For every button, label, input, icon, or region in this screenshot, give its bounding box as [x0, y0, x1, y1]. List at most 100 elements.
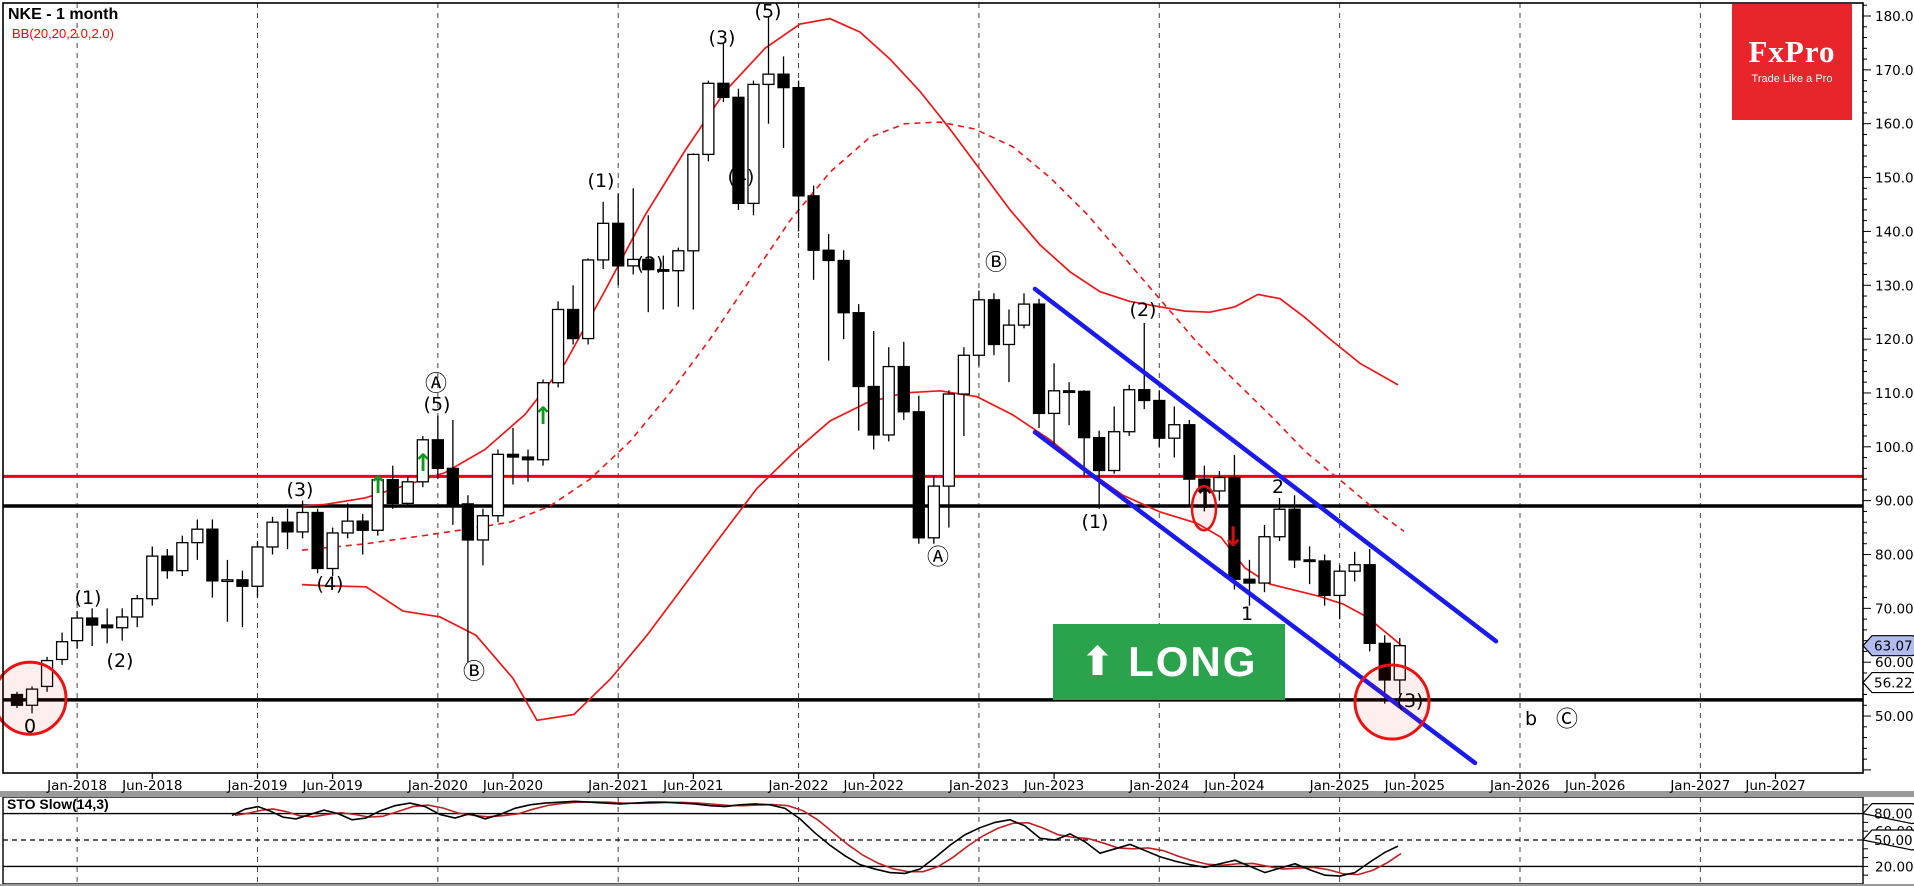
- candle: [687, 153, 700, 310]
- candle: [1153, 390, 1166, 447]
- candle: [1062, 382, 1076, 426]
- price-axis-label: 130.00: [1875, 278, 1914, 294]
- candle: [1258, 524, 1271, 593]
- sto-level-bubble: 80.00: [1861, 803, 1914, 825]
- wave-label: Ⓒ: [1556, 707, 1578, 732]
- candle: [1123, 384, 1136, 437]
- price-axis-label: 50.00: [1875, 709, 1914, 725]
- highlight-circle: [1353, 663, 1431, 741]
- highlight-circles[interactable]: [0, 660, 1431, 741]
- wave-label: (4): [728, 166, 755, 188]
- wave-label: 1: [1241, 603, 1253, 625]
- candle: [236, 570, 249, 628]
- svg-text:56.22: 56.22: [1874, 676, 1913, 692]
- candle: [1363, 549, 1376, 652]
- logo-title: FxPro: [1748, 34, 1836, 69]
- candle: [1183, 419, 1196, 507]
- time-axis-label: Jun-2027: [1744, 778, 1805, 794]
- candle: [912, 395, 925, 544]
- logo-tagline: Trade Like a Pro: [1751, 73, 1833, 85]
- wave-label: (3): [1397, 690, 1424, 712]
- candle: [551, 301, 565, 388]
- time-axis-label: Jan-2023: [948, 778, 1009, 794]
- candle: [882, 347, 895, 442]
- price-axis-label: 120.00: [1875, 332, 1914, 348]
- wave-label: (5): [755, 1, 782, 23]
- candle: [1288, 495, 1301, 568]
- candle: [521, 449, 535, 482]
- candle: [401, 476, 414, 507]
- bb-middle-band: [301, 121, 1405, 551]
- svg-text:50.00: 50.00: [1874, 833, 1913, 849]
- candle: [86, 608, 99, 647]
- sto-panel: [3, 800, 1863, 877]
- indicator-label: BB(20,20,2.0,2.0): [12, 26, 114, 41]
- candle: [1348, 551, 1361, 582]
- candle: [446, 419, 460, 525]
- candle: [146, 546, 159, 606]
- candle: [206, 519, 219, 598]
- wave-label: Ⓐ: [927, 546, 949, 571]
- candle: [10, 691, 24, 708]
- long-signal-banner[interactable]: ⬆ LONG: [1053, 624, 1285, 700]
- candle: [55, 632, 69, 665]
- price-axis-label: 180.00: [1875, 9, 1914, 25]
- price-axis-label: 140.00: [1875, 224, 1914, 240]
- candle: [1138, 322, 1151, 410]
- symbol-title: NKE - 1 month: [8, 6, 119, 23]
- candle: [1032, 298, 1046, 428]
- candle: [822, 234, 835, 361]
- time-axis[interactable]: Jan-2018 Jun-2018 Jan-2019 Jun-2019 Jan-2020…: [46, 773, 1806, 794]
- trade-markers: ↑↑↑↑↓: [368, 402, 1244, 553]
- candle: [416, 436, 429, 488]
- wave-label: (1): [588, 170, 615, 192]
- time-axis-label: Jan-2019: [226, 778, 287, 794]
- time-axis-label: Jun-2018: [121, 778, 182, 794]
- candle: [461, 495, 475, 663]
- candle: [1093, 430, 1106, 509]
- price-axis-label: 170.00: [1875, 63, 1914, 79]
- candle: [972, 290, 986, 367]
- level-price-bubble: 56.22: [1862, 671, 1914, 694]
- price-axis-label: 150.00: [1875, 171, 1914, 187]
- time-axis-label: Jun-2021: [662, 778, 723, 794]
- time-axis-label: Jun-2025: [1384, 778, 1445, 794]
- candle: [627, 188, 640, 275]
- candle: [431, 415, 444, 480]
- candle: [536, 379, 550, 466]
- fxpro-logo: FxPro Trade Like a Pro: [1732, 4, 1852, 120]
- price-axis-label: 90.00: [1875, 494, 1914, 510]
- price-axis-label: 160.00: [1875, 117, 1914, 133]
- time-axis-label: Jan-2022: [768, 778, 829, 794]
- red-down-arrow-icon: ↓: [1222, 522, 1245, 553]
- candle: [657, 255, 670, 310]
- candle: [506, 427, 520, 485]
- svg-text:80.00: 80.00: [1874, 807, 1913, 823]
- time-axis-label: Jan-2021: [587, 778, 648, 794]
- candle: [927, 476, 940, 544]
- wave-label: (1): [1082, 511, 1109, 533]
- candle: [386, 465, 399, 509]
- sto-main-line: [231, 800, 1399, 877]
- time-axis-label: Jan-2018: [46, 778, 107, 794]
- wave-label: 0: [24, 716, 36, 738]
- time-axis-label: Jan-2024: [1128, 778, 1189, 794]
- price-axis[interactable]: 180.00 170.00 160.00 150.00 140.00 130.00 120.…: [1862, 4, 1914, 771]
- candle: [25, 686, 39, 714]
- candle: [176, 535, 189, 577]
- candle: [116, 608, 129, 641]
- candle: [1318, 554, 1331, 606]
- candle: [702, 80, 715, 162]
- wave-label: Ⓑ: [463, 660, 485, 685]
- time-axis-label: Jun-2020: [482, 778, 543, 794]
- candle: [942, 390, 956, 528]
- wave-label: (2): [637, 253, 664, 275]
- candle: [266, 516, 279, 555]
- candle: [747, 80, 760, 216]
- candle: [101, 608, 114, 644]
- highlight-circle: [0, 660, 68, 736]
- candle: [1108, 406, 1121, 474]
